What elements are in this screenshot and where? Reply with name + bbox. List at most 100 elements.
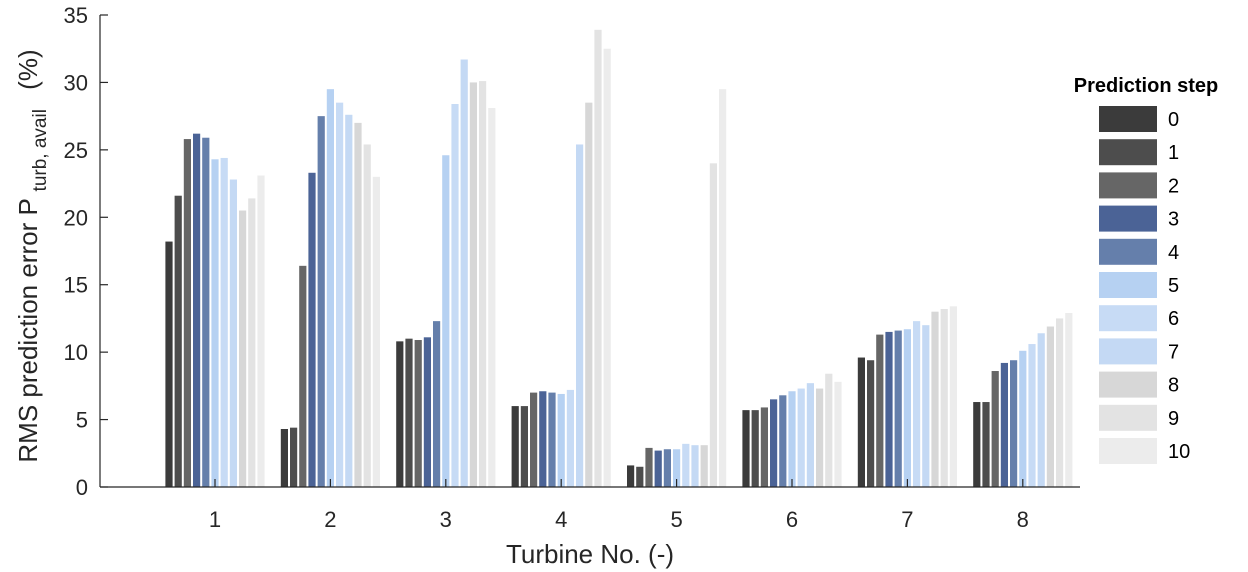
- legend-swatch-9: [1099, 404, 1157, 431]
- bar-turbine-7-step-7: [922, 325, 930, 487]
- legend-title: Prediction step: [1074, 75, 1218, 97]
- bar-turbine-1-step-7: [229, 179, 237, 487]
- bar-turbine-8-step-3: [1000, 362, 1008, 487]
- bar-turbine-1-step-9: [248, 198, 256, 487]
- bar-turbine-5-step-6: [682, 443, 690, 487]
- y-axis-title-unit: (%): [13, 49, 43, 89]
- bar-turbine-7-step-4: [894, 330, 902, 487]
- legend-items: 0 1 2 3 4 5 6 7 8 9 10: [1099, 106, 1190, 464]
- y-tick-label: 10: [64, 340, 88, 365]
- bar-turbine-7-step-10: [949, 306, 957, 487]
- bar-turbine-1-step-3: [193, 133, 201, 488]
- legend-label-10: 10: [1168, 441, 1190, 463]
- y-tick-label: 5: [76, 408, 88, 433]
- bar-turbine-7-step-8: [931, 311, 939, 487]
- bar-turbine-5-step-2: [645, 447, 653, 487]
- bar-turbine-3-step-9: [479, 81, 487, 487]
- legend-label-0: 0: [1168, 109, 1179, 131]
- bar-turbine-5-step-10: [719, 89, 727, 488]
- legend-swatch-6: [1099, 305, 1157, 332]
- bar-turbine-6-step-3: [770, 399, 778, 487]
- bar-turbine-6-step-5: [788, 391, 796, 487]
- bar-turbine-4-step-3: [539, 391, 547, 487]
- x-tick-label: 7: [901, 507, 913, 532]
- bar-turbine-7-step-1: [867, 360, 875, 487]
- y-tick-label: 30: [64, 70, 88, 95]
- y-tick-label: 35: [64, 3, 88, 28]
- bar-turbine-5-step-0: [627, 465, 635, 487]
- legend: Prediction step 0 1 2 3 4 5 6 7 8 9 10: [1074, 75, 1218, 464]
- legend-label-5: 5: [1168, 275, 1179, 297]
- bar-turbine-5-step-1: [636, 466, 644, 487]
- legend-swatch-0: [1099, 106, 1157, 132]
- x-tick-label: 4: [555, 507, 567, 532]
- bar-turbine-2-step-7: [345, 114, 353, 487]
- bar-turbine-3-step-6: [451, 104, 459, 487]
- bar-turbine-7-step-9: [940, 308, 948, 487]
- bar-turbine-8-step-10: [1065, 313, 1073, 487]
- y-tick-label: 20: [64, 205, 88, 230]
- bar-turbine-4-step-9: [594, 29, 602, 488]
- bar-turbine-1-step-0: [165, 241, 173, 487]
- bar-turbine-3-step-10: [488, 108, 496, 488]
- legend-swatch-8: [1099, 371, 1157, 398]
- legend-label-3: 3: [1168, 209, 1179, 231]
- legend-label-6: 6: [1168, 308, 1179, 330]
- bar-turbine-1-step-4: [202, 137, 210, 487]
- legend-label-4: 4: [1168, 242, 1179, 264]
- bar-turbine-6-step-1: [751, 410, 759, 487]
- bar-turbine-4-step-10: [603, 48, 611, 488]
- y-ticks: 0 5 10 15 20 25 30 35: [64, 3, 108, 500]
- bar-turbine-3-step-0: [396, 341, 404, 487]
- bar-turbine-3-step-3: [423, 337, 431, 487]
- bar-turbine-1-step-5: [211, 159, 219, 488]
- bar-turbine-8-step-2: [991, 371, 999, 487]
- bar-turbine-6-step-9: [825, 373, 833, 487]
- legend-swatch-1: [1099, 139, 1157, 166]
- bar-turbine-3-step-8: [469, 82, 477, 488]
- axes-layer: [99, 15, 1080, 488]
- bars-layer: [165, 29, 1073, 488]
- bar-turbine-6-step-2: [760, 407, 768, 487]
- bar-turbine-5-step-8: [700, 445, 708, 487]
- bar-turbine-5-step-9: [709, 163, 717, 487]
- x-tick-label: 3: [440, 507, 452, 532]
- legend-label-9: 9: [1168, 408, 1179, 430]
- x-ticks: 1 2 3 4 5 6 7 8: [209, 479, 1029, 532]
- legend-label-1: 1: [1168, 142, 1179, 164]
- bar-turbine-1-step-8: [239, 210, 247, 488]
- legend-label-7: 7: [1168, 341, 1179, 363]
- bar-turbine-6-step-4: [779, 395, 787, 487]
- bar-turbine-8-step-7: [1037, 333, 1045, 487]
- bar-turbine-2-step-8: [354, 122, 362, 487]
- x-tick-label: 6: [786, 507, 798, 532]
- bar-turbine-8-step-5: [1019, 350, 1027, 487]
- bar-turbine-4-step-0: [511, 406, 519, 487]
- bar-turbine-2-step-2: [299, 265, 307, 487]
- bar-turbine-6-step-6: [797, 388, 805, 487]
- bar-turbine-5-step-5: [673, 449, 681, 487]
- bar-turbine-4-step-7: [576, 144, 584, 487]
- bar-turbine-2-step-0: [280, 429, 288, 487]
- bar-turbine-6-step-0: [742, 410, 750, 487]
- bar-turbine-3-step-2: [414, 340, 422, 487]
- legend-swatch-2: [1099, 172, 1157, 199]
- bar-turbine-7-step-5: [903, 329, 911, 487]
- bar-turbine-7-step-0: [857, 357, 865, 487]
- bar-turbine-2-step-9: [363, 144, 371, 487]
- bar-turbine-7-step-3: [885, 331, 893, 487]
- legend-label-8: 8: [1168, 375, 1179, 397]
- bar-turbine-7-step-6: [913, 321, 921, 487]
- bar-turbine-2-step-3: [308, 172, 316, 487]
- bar-turbine-4-step-6: [566, 389, 574, 487]
- y-axis-title-subscript: turb, avail: [30, 109, 51, 191]
- bar-turbine-8-step-0: [973, 402, 981, 487]
- bar-turbine-6-step-7: [806, 383, 814, 487]
- x-tick-label: 5: [670, 507, 682, 532]
- bar-turbine-6-step-8: [816, 388, 824, 487]
- y-axis-title-main: RMS prediction error P: [13, 199, 43, 463]
- y-tick-label: 15: [64, 273, 88, 298]
- bar-turbine-8-step-8: [1046, 326, 1054, 487]
- bar-turbine-4-step-2: [530, 392, 538, 487]
